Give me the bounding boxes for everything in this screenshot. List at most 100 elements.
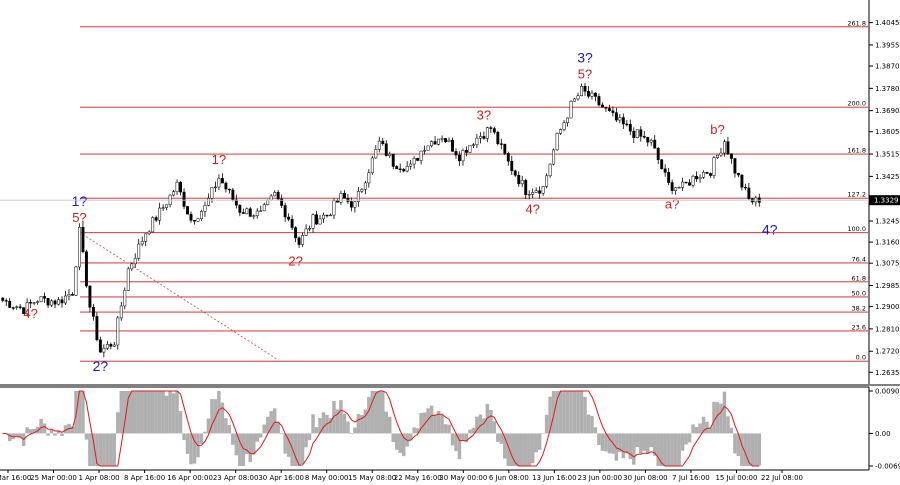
candle-body	[667, 172, 671, 183]
osc-histogram-bar	[499, 433, 504, 444]
osc-histogram-bar	[541, 433, 545, 434]
candle-body	[213, 186, 217, 189]
candle-body	[621, 117, 625, 125]
time-tick-label: 15 May 08:00	[348, 474, 396, 482]
osc-histogram-bar	[56, 430, 61, 434]
candle-body	[280, 198, 284, 206]
time-tick-label: 15 Jul 00:00	[715, 474, 757, 482]
candle-body	[485, 127, 489, 139]
candle-body	[22, 307, 26, 315]
candle-body	[123, 290, 127, 307]
candle-body	[670, 182, 674, 191]
osc-histogram-bar	[401, 433, 406, 457]
osc-histogram-bar	[583, 396, 587, 434]
candle-body	[639, 129, 643, 137]
price-tick-label: 1.3605	[875, 128, 900, 136]
candle-body	[611, 110, 615, 113]
time-tick-label: 22 May 16:00	[394, 474, 442, 482]
osc-histogram-bar	[314, 427, 319, 434]
candle-body	[266, 199, 270, 205]
osc-histogram-bar	[213, 399, 218, 434]
candle-body	[374, 149, 378, 159]
osc-histogram-bar	[42, 423, 47, 434]
candle-body	[98, 339, 102, 353]
price-tick-label: 1.2635	[875, 369, 900, 377]
candle-body	[377, 140, 381, 150]
fib-level-label: 200.0	[847, 100, 866, 108]
osc-histogram-bar	[736, 433, 741, 457]
candle-body	[57, 299, 60, 305]
osc-histogram-bar	[227, 425, 232, 434]
time-tick-label: 8 Apr 16:00	[124, 474, 165, 482]
osc-histogram-bar	[684, 433, 688, 445]
osc-histogram-bar	[49, 429, 54, 434]
candle-body	[458, 154, 461, 162]
osc-histogram-bar	[680, 433, 685, 451]
wave-label: 1?	[72, 193, 88, 209]
osc-histogram-bar	[39, 418, 43, 434]
candle-body	[496, 132, 500, 144]
candle-body	[189, 213, 193, 221]
osc-histogram-bar	[551, 391, 556, 434]
candle-body	[71, 294, 74, 296]
osc-histogram-bar	[659, 433, 664, 466]
candle-body	[294, 227, 298, 239]
candle-body	[60, 299, 64, 304]
osc-histogram-bar	[530, 433, 535, 464]
candle-body	[325, 214, 329, 217]
osc-histogram-bar	[185, 433, 190, 454]
candle-body	[74, 266, 78, 296]
candle-body	[552, 149, 556, 165]
candle-body	[360, 189, 364, 192]
price-tick-label: 1.3245	[875, 218, 900, 226]
osc-histogram-bar	[701, 416, 706, 434]
osc-histogram-bar	[520, 433, 524, 466]
candle-body	[116, 317, 120, 346]
osc-histogram-bar	[203, 431, 207, 434]
price-tick-label: 1.3425	[875, 173, 900, 181]
osc-histogram-bar	[363, 409, 368, 434]
candle-body	[555, 133, 559, 151]
oscillator-panel	[0, 390, 762, 467]
candle-body	[559, 129, 563, 134]
candle-body	[625, 123, 629, 126]
candle-body	[186, 206, 189, 215]
candle-body	[569, 100, 573, 119]
osc-histogram-bar	[304, 433, 308, 448]
time-tick-label: 18 Mar 16:00	[0, 474, 31, 482]
candle-body	[691, 176, 695, 186]
candle-body	[238, 204, 242, 213]
osc-histogram-bar	[415, 428, 420, 434]
candle-body	[102, 347, 106, 353]
price-tick-label: 1.3955	[875, 41, 900, 49]
candle-body	[308, 228, 312, 230]
candle-body	[105, 344, 109, 349]
osc-histogram-bar	[639, 433, 643, 454]
candle-body	[663, 168, 667, 173]
osc-histogram-bar	[272, 408, 277, 434]
osc-histogram-bar	[321, 412, 326, 434]
candle-body	[468, 144, 472, 153]
candle-body	[688, 182, 692, 186]
candle-body	[447, 139, 451, 142]
candle-body	[206, 198, 210, 206]
osc-histogram-bar	[750, 433, 755, 466]
candle-body	[531, 192, 535, 195]
osc-histogram-bar	[192, 433, 197, 464]
osc-histogram-bar	[133, 391, 137, 434]
osc-histogram-bar	[510, 433, 514, 466]
candle-body	[510, 160, 514, 172]
candle-body	[172, 191, 176, 196]
osc-histogram-bar	[150, 391, 155, 434]
price-tick-label: 1.2985	[875, 282, 900, 290]
osc-histogram-bar	[377, 391, 382, 434]
fib-levels: 261.8 200.0 161.8 127.2 100.0 76.4 61.8 50.0 38.…	[80, 19, 868, 362]
candle-body	[315, 214, 318, 225]
candle-body	[600, 104, 604, 108]
osc-histogram-bar	[290, 433, 294, 466]
candle-body	[618, 117, 622, 121]
candle-body	[147, 231, 151, 235]
osc-histogram-bar	[276, 422, 280, 434]
candle-body	[297, 237, 301, 245]
candle-body	[674, 187, 678, 191]
